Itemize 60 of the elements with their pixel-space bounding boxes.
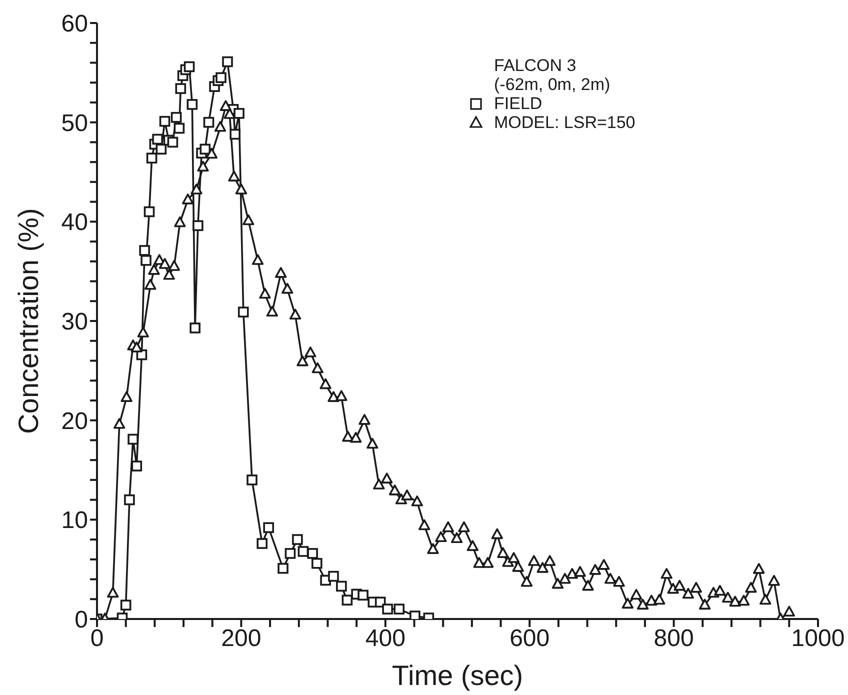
point: [292, 534, 303, 545]
x-tick-label: 1000: [791, 625, 845, 652]
y-tick-label: 40: [61, 209, 88, 236]
point: [222, 56, 233, 68]
point: [246, 474, 258, 486]
point: [139, 245, 150, 256]
point: [174, 122, 185, 134]
point: [146, 152, 158, 164]
point: [230, 128, 240, 140]
x-axis-title: Time (sec): [392, 660, 524, 691]
y-tick-label: 60: [61, 10, 88, 38]
point: [382, 604, 393, 614]
point: [234, 108, 244, 119]
point: [131, 460, 142, 472]
point: [144, 206, 155, 218]
point: [203, 116, 214, 128]
point: [159, 116, 170, 127]
point: [278, 562, 288, 574]
legend-label: MODEL: LSR=150: [494, 113, 636, 132]
point: [120, 600, 132, 610]
point: [152, 134, 163, 145]
point: [238, 306, 249, 318]
point: [186, 99, 198, 110]
point: [410, 610, 420, 619]
legend-label: FIELD: [494, 94, 542, 113]
point: [216, 72, 226, 84]
y-tick-label: 10: [61, 507, 88, 534]
x-tick-label: 800: [654, 625, 694, 652]
x-tick-label: 600: [510, 625, 550, 652]
point: [394, 604, 404, 614]
point: [128, 434, 138, 445]
point: [284, 548, 296, 559]
point: [200, 144, 211, 155]
point: [156, 144, 167, 155]
y-tick-label: 0: [74, 606, 88, 634]
point: [124, 494, 135, 506]
y-axis-title: Concentration (%): [12, 208, 44, 434]
x-tick-label: 200: [221, 625, 262, 652]
x-tick-label: 400: [365, 625, 406, 652]
y-tick-label: 30: [61, 308, 88, 336]
point: [167, 136, 178, 148]
point: [192, 220, 204, 232]
point: [263, 522, 274, 534]
y-tick-label: 20: [61, 408, 88, 435]
point: [336, 580, 347, 592]
point: [312, 558, 322, 569]
point: [342, 594, 353, 606]
point: [140, 255, 152, 266]
point: [256, 538, 268, 549]
annotation: (-62m, 0m, 2m): [493, 75, 612, 94]
point: [328, 570, 339, 582]
point: [190, 322, 200, 334]
point: [358, 590, 368, 601]
point: [298, 546, 309, 557]
point: [170, 112, 182, 123]
y-tick-label: 50: [61, 110, 88, 137]
point: [307, 548, 318, 559]
point: [175, 83, 186, 94]
point: [184, 61, 195, 72]
legend-title: FALCON 3: [493, 56, 578, 75]
